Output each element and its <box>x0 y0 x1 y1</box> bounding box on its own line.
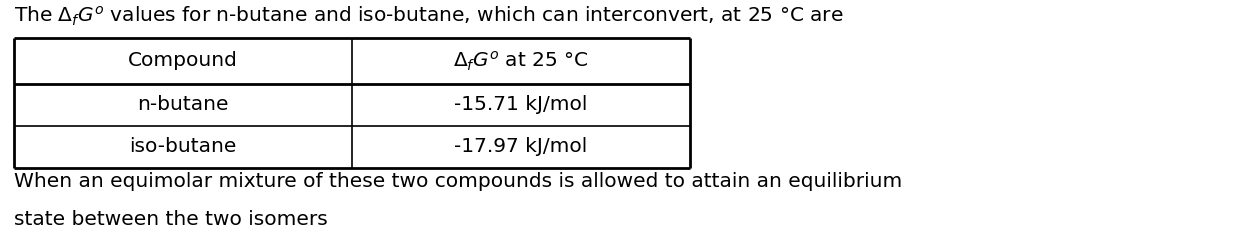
Text: When an equimolar mixture of these two compounds is allowed to attain an equilib: When an equimolar mixture of these two c… <box>14 172 902 191</box>
Text: The $\Delta_f G^o$ values for n-butane and iso-butane, which can interconvert, a: The $\Delta_f G^o$ values for n-butane a… <box>14 5 844 28</box>
Text: iso-butane: iso-butane <box>130 137 237 156</box>
Text: $\Delta_f G^o$ at 25 °C: $\Delta_f G^o$ at 25 °C <box>453 49 589 73</box>
Text: Compound: Compound <box>128 52 238 70</box>
Text: n-butane: n-butane <box>137 95 229 115</box>
Text: -17.97 kJ/mol: -17.97 kJ/mol <box>454 137 587 156</box>
Text: state between the two isomers: state between the two isomers <box>14 210 328 229</box>
Text: -15.71 kJ/mol: -15.71 kJ/mol <box>454 95 587 115</box>
